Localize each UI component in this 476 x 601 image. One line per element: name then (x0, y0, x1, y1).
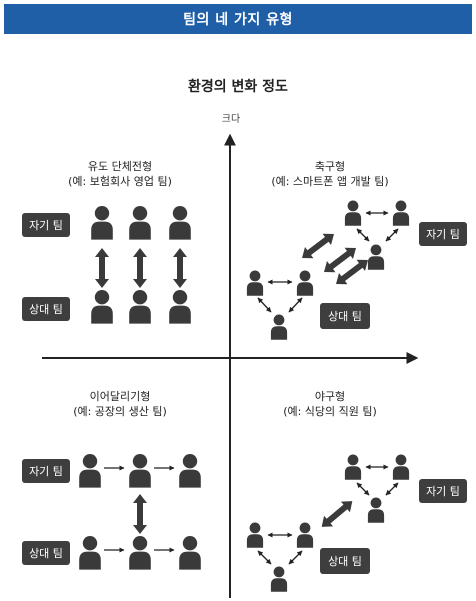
quadrant-top-right-example: (예: 스마트폰 앱 개발 팀) (271, 175, 389, 188)
person-icon (246, 270, 264, 296)
quadrant-top-left-name: 유도 단체전형 (87, 160, 153, 173)
person-icon (270, 566, 288, 592)
quadrant-top-left-example: (예: 보험회사 영업 팀) (68, 175, 172, 188)
arrow-line (356, 228, 370, 242)
opponent-team-badge-bottom-right: 상대 팀 (320, 548, 370, 574)
quadrant-bottom-right-example: (예: 식당의 직원 팀) (283, 405, 377, 418)
quadrant-bottom-left-title: 이어달리기형 (예: 공장의 생산 팀) (40, 389, 200, 419)
person-icon (344, 200, 362, 226)
double-arrow-icon (173, 248, 187, 288)
person-icon (129, 290, 151, 324)
person-icon (296, 522, 314, 548)
quadrant-bottom-right-title: 야구형 (예: 식당의 직원 팀) (255, 389, 405, 419)
double-arrow-icon (95, 248, 109, 288)
person-icon (392, 454, 410, 480)
arrow-line (385, 228, 399, 242)
double-arrow-icon (321, 501, 353, 527)
arrow-line (257, 550, 272, 565)
person-icon (392, 200, 410, 226)
arrow-line (288, 550, 303, 565)
opponent-team-badge-top-left: 상대 팀 (22, 297, 70, 321)
person-icon (91, 206, 113, 240)
title-banner: 팀의 네 가지 유형 (4, 4, 472, 34)
quadrant-bottom-right-name: 야구형 (314, 390, 346, 403)
banner-title: 팀의 네 가지 유형 (183, 12, 293, 28)
person-icon (367, 244, 385, 270)
person-icon (91, 290, 113, 324)
person-icon (129, 206, 151, 240)
own-team-badge-bottom-right: 자기 팀 (419, 479, 467, 503)
person-icon (246, 522, 264, 548)
double-arrow-icon (302, 233, 334, 259)
person-icon (79, 536, 101, 570)
person-icon (169, 206, 191, 240)
person-icon (79, 454, 101, 488)
axes (42, 133, 419, 598)
opponent-team-badge-top-right: 상대 팀 (320, 303, 370, 329)
person-icon (179, 536, 201, 570)
double-arrow-icon (133, 494, 147, 534)
own-team-badge-top-right: 자기 팀 (419, 222, 467, 246)
y-axis-top-label: 크다 (221, 114, 241, 125)
figures (79, 200, 410, 592)
arrow-line (385, 482, 399, 496)
person-icon (169, 290, 191, 324)
person-icon (367, 497, 385, 523)
arrow-line (257, 297, 272, 313)
quadrant-bottom-left-example: (예: 공장의 생산 팀) (73, 405, 167, 418)
quadrant-top-right-title: 축구형 (예: 스마트폰 앱 개발 팀) (255, 159, 405, 189)
person-icon (296, 270, 314, 296)
own-team-badge-bottom-left: 자기 팀 (22, 459, 70, 483)
double-arrow-icon (324, 247, 356, 273)
double-arrow-icon (336, 259, 368, 285)
diagram-title: 환경의 변화 정도 (188, 79, 288, 95)
opponent-team-badge-bottom-left: 상대 팀 (22, 541, 70, 565)
person-icon (270, 314, 288, 340)
person-icon (129, 454, 151, 488)
own-team-badge-top-left: 자기 팀 (22, 213, 70, 237)
person-icon (344, 454, 362, 480)
quadrant-top-right-name: 축구형 (314, 160, 346, 173)
quadrant-bottom-left-name: 이어달리기형 (89, 390, 151, 403)
arrow-line (288, 297, 303, 313)
arrow-line (356, 482, 370, 496)
double-arrow-icon (133, 248, 147, 288)
quadrant-top-left-title: 유도 단체전형 (예: 보험회사 영업 팀) (40, 159, 200, 189)
thick-arrows (95, 233, 368, 534)
person-icon (179, 454, 201, 488)
person-icon (129, 536, 151, 570)
thin-arrows (104, 210, 399, 565)
